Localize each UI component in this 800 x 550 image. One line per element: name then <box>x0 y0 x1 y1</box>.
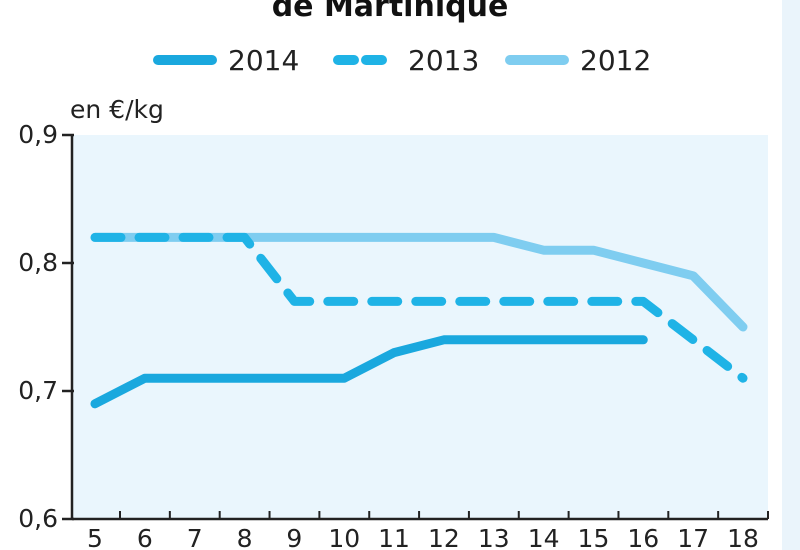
x-tick-label: 5 <box>87 524 103 550</box>
x-tick-label: 14 <box>528 524 560 550</box>
y-tick-label: 0,9 <box>18 120 58 149</box>
series-line-2013 <box>90 232 748 383</box>
legend-label-2012: 2012 <box>580 44 651 77</box>
x-tick-label: 17 <box>677 524 709 550</box>
x-tick-label: 12 <box>428 524 460 550</box>
y-tick-label: 0,7 <box>18 376 58 405</box>
series-line-2014 <box>90 335 648 409</box>
x-tick-label: 8 <box>237 524 253 550</box>
y-axis: 0,6 0,7 0,8 0,9 <box>18 120 74 533</box>
legend-label-2014: 2014 <box>228 44 299 77</box>
x-tick-label: 11 <box>378 524 410 550</box>
x-tick-label: 10 <box>328 524 360 550</box>
legend-label-2013: 2013 <box>408 44 479 77</box>
x-tick-label: 16 <box>627 524 659 550</box>
x-tick-label: 7 <box>187 524 203 550</box>
y-axis-unit-label: en €/kg <box>70 95 164 124</box>
chart-title: de Martinique <box>272 0 509 24</box>
x-tick-label: 6 <box>137 524 153 550</box>
plot-area <box>72 135 768 518</box>
y-tick-label: 0,6 <box>18 504 58 533</box>
x-tick-label: 15 <box>578 524 610 550</box>
x-tick-label: 13 <box>478 524 510 550</box>
x-axis: 5 6 7 8 9 10 11 12 13 14 15 16 17 18 <box>87 511 769 550</box>
y-tick-label: 0,8 <box>18 248 58 277</box>
x-tick-label: 9 <box>286 524 302 550</box>
legend: 2014 2013 2012 <box>153 44 651 77</box>
series-layer <box>90 232 748 409</box>
right-margin-strip <box>782 0 800 550</box>
x-tick-label: 18 <box>727 524 759 550</box>
